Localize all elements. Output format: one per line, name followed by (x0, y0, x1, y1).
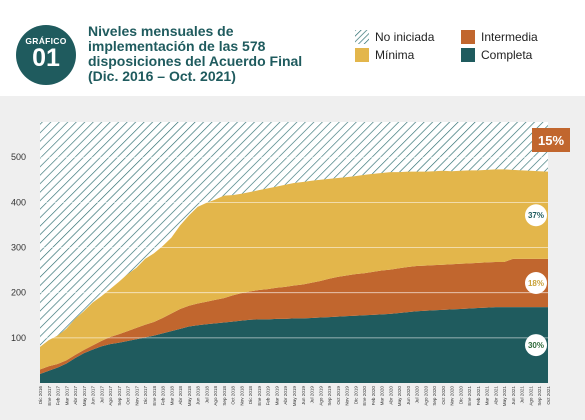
x-tick-label: May 2019 (292, 386, 297, 407)
title-line-1: Niveles mensuales de (88, 23, 234, 39)
x-tick-label: Nov 2019 (345, 386, 350, 406)
x-tick-label: Nov 2020 (450, 386, 455, 406)
area-no-iniciada (40, 122, 548, 347)
x-tick-label: Jul 2019 (310, 386, 315, 404)
stacked-area-chart: 100 200 300 400 500 Dic 2016 Ene 2017 Feb 2017… (11, 122, 570, 407)
x-tick-label: Dic 2019 (353, 386, 358, 405)
annotation-label: 15% (538, 133, 564, 148)
x-tick-label: Feb 2018 (161, 386, 166, 406)
x-tick-label: Nov 2017 (134, 386, 139, 406)
badge-number: 01 (32, 44, 60, 72)
area-intermedia (40, 258, 548, 374)
x-tick-label: Abr 2018 (178, 386, 183, 405)
x-tick-label: Abr 2017 (73, 386, 78, 405)
x-tick-label: Ago 2018 (213, 386, 218, 406)
chart-number-badge: GRÁFICO 01 (16, 25, 76, 85)
chart-legend: No iniciada Intermedia Mínima Completa (355, 30, 575, 70)
x-tick-label: Nov 2018 (239, 386, 244, 406)
x-tick-label: Ago 2019 (318, 386, 323, 406)
x-tick-label: Feb 2017 (56, 386, 61, 406)
hatched-swatch (355, 30, 369, 44)
x-tick-label: May 2021 (502, 386, 507, 407)
x-tick-label: Mar 2018 (169, 386, 174, 406)
x-tick-label: Abr 2020 (388, 386, 393, 405)
x-tick-label: Jul 2018 (204, 386, 209, 404)
y-tick-label: 500 (11, 152, 26, 162)
x-tick-label: Jun 2017 (91, 386, 96, 405)
x-tick-label: Jul 2017 (99, 386, 104, 404)
annotation-circle (525, 271, 547, 294)
x-tick-label: Oct 2020 (441, 386, 446, 405)
x-tick-label: Jun 2019 (301, 386, 306, 405)
y-tick-label: 300 (11, 243, 26, 253)
x-tick-label: Ago 2017 (108, 386, 113, 406)
annotation-label: 30% (528, 341, 544, 350)
legend-label: No iniciada (375, 30, 435, 44)
y-tick-label: 400 (11, 197, 26, 207)
x-tick-label: May 2018 (187, 386, 192, 407)
title-line-2: implementación de las 578 (88, 38, 266, 54)
x-tick-label: Dic 2018 (248, 386, 253, 405)
x-tick-label: Mar 2020 (380, 386, 385, 406)
x-tick-label: Feb 2021 (476, 386, 481, 406)
x-tick-label: Abr 2019 (283, 386, 288, 405)
title-line-3: disposiciones del Acuerdo Final (88, 53, 303, 69)
badge-label: GRÁFICO (25, 36, 67, 46)
x-tick-label: Oct 2021 (546, 386, 551, 405)
x-tick-label: Sep 2021 (537, 386, 542, 406)
x-tick-label: Dic 2017 (143, 386, 148, 405)
legend-label: Mínima (375, 48, 415, 62)
x-tick-label: Sep 2019 (327, 386, 332, 406)
x-tick-label: Ene 2017 (47, 386, 52, 406)
x-tick-label: Dic 2016 (38, 386, 43, 405)
annotation-circle (525, 334, 547, 357)
title-line-4: (Dic. 2016 – Oct. 2021) (88, 68, 236, 84)
x-tick-label: Mar 2021 (485, 386, 490, 406)
x-tick-label: Sep 2017 (117, 386, 122, 406)
x-tick-label: Ago 2021 (528, 386, 533, 406)
y-tick-label: 200 (11, 288, 26, 298)
x-tick-label: Feb 2019 (266, 386, 271, 406)
area-m-nima (40, 169, 548, 370)
x-tick-label: Feb 2020 (371, 386, 376, 406)
x-tick-label: Jun 2021 (511, 386, 516, 405)
x-tick-label: Oct 2019 (336, 386, 341, 405)
x-tick-label: Jun 2020 (406, 386, 411, 405)
annotation-circle (525, 204, 547, 227)
x-tick-label: May 2017 (82, 386, 87, 407)
chart-title: Niveles mensuales de implementación de l… (88, 24, 328, 84)
x-tick-label: Dic 2020 (458, 386, 463, 405)
x-tick-label: Ene 2018 (152, 386, 157, 406)
x-tick-label: Mar 2019 (274, 386, 279, 406)
x-tick-label: May 2020 (397, 386, 402, 407)
callout-box (532, 128, 570, 152)
x-tick-label: Jun 2018 (196, 386, 201, 405)
x-tick-label: Oct 2018 (231, 386, 236, 405)
x-tick-label: Ago 2020 (423, 386, 428, 406)
x-tick-label: Oct 2017 (126, 386, 131, 405)
x-tick-label: Ene 2019 (257, 386, 262, 406)
color-swatch (355, 48, 369, 62)
x-tick-label: Abr 2021 (493, 386, 498, 405)
x-tick-label: Sep 2020 (432, 386, 437, 406)
annotation-label: 18% (528, 279, 544, 288)
legend-label: Intermedia (481, 30, 538, 44)
x-tick-label: Mar 2017 (64, 386, 69, 406)
x-tick-label: Ene 2020 (362, 386, 367, 406)
area-completa (40, 307, 548, 383)
x-tick-label: Ene 2021 (467, 386, 472, 406)
x-tick-label: Jul 2020 (415, 386, 420, 404)
color-swatch (461, 48, 475, 62)
x-tick-label: Sep 2018 (222, 386, 227, 406)
color-swatch (461, 30, 475, 44)
annotation-label: 37% (528, 211, 544, 220)
x-tick-label: Jul 2021 (520, 386, 525, 404)
legend-label: Completa (481, 48, 533, 62)
y-tick-label: 100 (11, 333, 26, 343)
